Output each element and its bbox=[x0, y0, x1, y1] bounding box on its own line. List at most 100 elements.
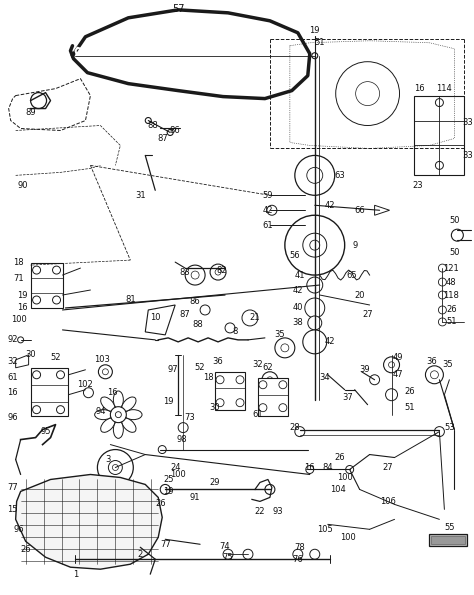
Text: 104: 104 bbox=[330, 485, 346, 494]
Text: 57: 57 bbox=[172, 4, 184, 14]
Circle shape bbox=[310, 549, 320, 559]
Circle shape bbox=[438, 291, 447, 299]
Text: 19: 19 bbox=[163, 397, 173, 406]
Text: 87: 87 bbox=[180, 311, 191, 320]
Circle shape bbox=[210, 264, 226, 280]
Polygon shape bbox=[145, 305, 175, 335]
Text: 23: 23 bbox=[412, 181, 423, 190]
Text: 55: 55 bbox=[444, 523, 455, 532]
Circle shape bbox=[438, 278, 447, 286]
Circle shape bbox=[33, 406, 41, 414]
Text: 19: 19 bbox=[18, 290, 28, 299]
Circle shape bbox=[305, 298, 325, 318]
Circle shape bbox=[385, 389, 398, 400]
Text: 42: 42 bbox=[263, 206, 273, 215]
Text: 20: 20 bbox=[355, 290, 365, 299]
Bar bbox=[414, 96, 465, 176]
Circle shape bbox=[53, 296, 61, 304]
Text: 106: 106 bbox=[380, 497, 395, 506]
Circle shape bbox=[312, 53, 318, 59]
Circle shape bbox=[370, 375, 380, 385]
Text: 24: 24 bbox=[170, 463, 181, 472]
Circle shape bbox=[33, 296, 41, 304]
Text: 16: 16 bbox=[107, 388, 118, 397]
Ellipse shape bbox=[113, 391, 123, 408]
Text: 2: 2 bbox=[137, 550, 143, 559]
Text: 76: 76 bbox=[292, 555, 303, 563]
Text: 33: 33 bbox=[462, 151, 473, 160]
Text: 61: 61 bbox=[253, 410, 263, 419]
Text: 42: 42 bbox=[325, 337, 335, 346]
Circle shape bbox=[56, 406, 64, 414]
Text: 51: 51 bbox=[404, 403, 415, 412]
Text: 1: 1 bbox=[73, 569, 78, 579]
Text: 29: 29 bbox=[210, 478, 220, 487]
Text: 21: 21 bbox=[250, 314, 260, 322]
Circle shape bbox=[53, 266, 61, 274]
Text: 39: 39 bbox=[359, 365, 370, 374]
Circle shape bbox=[303, 330, 327, 354]
Text: 103: 103 bbox=[94, 355, 110, 364]
Text: 35: 35 bbox=[442, 361, 453, 369]
Circle shape bbox=[83, 388, 93, 397]
Text: 34: 34 bbox=[319, 373, 330, 382]
Circle shape bbox=[438, 318, 447, 326]
Polygon shape bbox=[374, 205, 390, 215]
Text: 30: 30 bbox=[25, 350, 36, 359]
Circle shape bbox=[285, 215, 345, 275]
Circle shape bbox=[109, 461, 122, 474]
Text: 51: 51 bbox=[315, 38, 325, 47]
Circle shape bbox=[262, 372, 278, 388]
Text: 50: 50 bbox=[449, 248, 460, 256]
Text: 78: 78 bbox=[294, 543, 305, 552]
Ellipse shape bbox=[113, 421, 123, 439]
Circle shape bbox=[307, 277, 323, 293]
Text: 100: 100 bbox=[337, 473, 353, 482]
Circle shape bbox=[279, 403, 287, 412]
Text: 16: 16 bbox=[304, 463, 315, 472]
Text: 26: 26 bbox=[446, 305, 456, 315]
Text: 75: 75 bbox=[223, 553, 233, 562]
Text: 100: 100 bbox=[340, 533, 356, 542]
Circle shape bbox=[259, 403, 267, 412]
Text: 9: 9 bbox=[352, 240, 357, 250]
Bar bbox=[31, 263, 63, 308]
Text: 26: 26 bbox=[155, 499, 165, 508]
Ellipse shape bbox=[95, 410, 112, 419]
Text: 16: 16 bbox=[414, 84, 425, 93]
Polygon shape bbox=[16, 355, 28, 368]
Text: 18: 18 bbox=[203, 373, 213, 382]
Text: 15: 15 bbox=[8, 505, 18, 514]
Text: 47: 47 bbox=[392, 370, 403, 379]
Circle shape bbox=[200, 305, 210, 315]
Text: 28: 28 bbox=[290, 423, 300, 432]
Text: 81: 81 bbox=[125, 296, 136, 305]
Text: 96: 96 bbox=[13, 525, 24, 534]
Text: 8: 8 bbox=[232, 327, 237, 336]
Circle shape bbox=[191, 271, 199, 279]
Text: 74: 74 bbox=[220, 542, 230, 551]
Text: 18: 18 bbox=[13, 258, 24, 267]
Circle shape bbox=[167, 130, 173, 136]
Text: 42: 42 bbox=[325, 201, 335, 210]
Text: 77: 77 bbox=[7, 483, 18, 492]
Circle shape bbox=[99, 365, 112, 379]
Circle shape bbox=[215, 269, 221, 275]
Text: 51: 51 bbox=[446, 317, 456, 327]
Circle shape bbox=[98, 450, 133, 486]
Circle shape bbox=[356, 82, 380, 105]
Text: 118: 118 bbox=[444, 290, 459, 299]
Text: 102: 102 bbox=[78, 380, 93, 389]
Circle shape bbox=[308, 316, 322, 330]
Text: 27: 27 bbox=[362, 311, 373, 320]
Ellipse shape bbox=[100, 397, 115, 411]
Bar bbox=[429, 534, 467, 546]
Text: 89: 89 bbox=[25, 108, 36, 117]
Circle shape bbox=[336, 62, 400, 126]
Ellipse shape bbox=[125, 410, 142, 419]
Circle shape bbox=[295, 427, 305, 437]
Text: 37: 37 bbox=[342, 393, 353, 402]
Circle shape bbox=[436, 161, 443, 170]
Circle shape bbox=[281, 344, 289, 352]
Circle shape bbox=[303, 233, 327, 257]
